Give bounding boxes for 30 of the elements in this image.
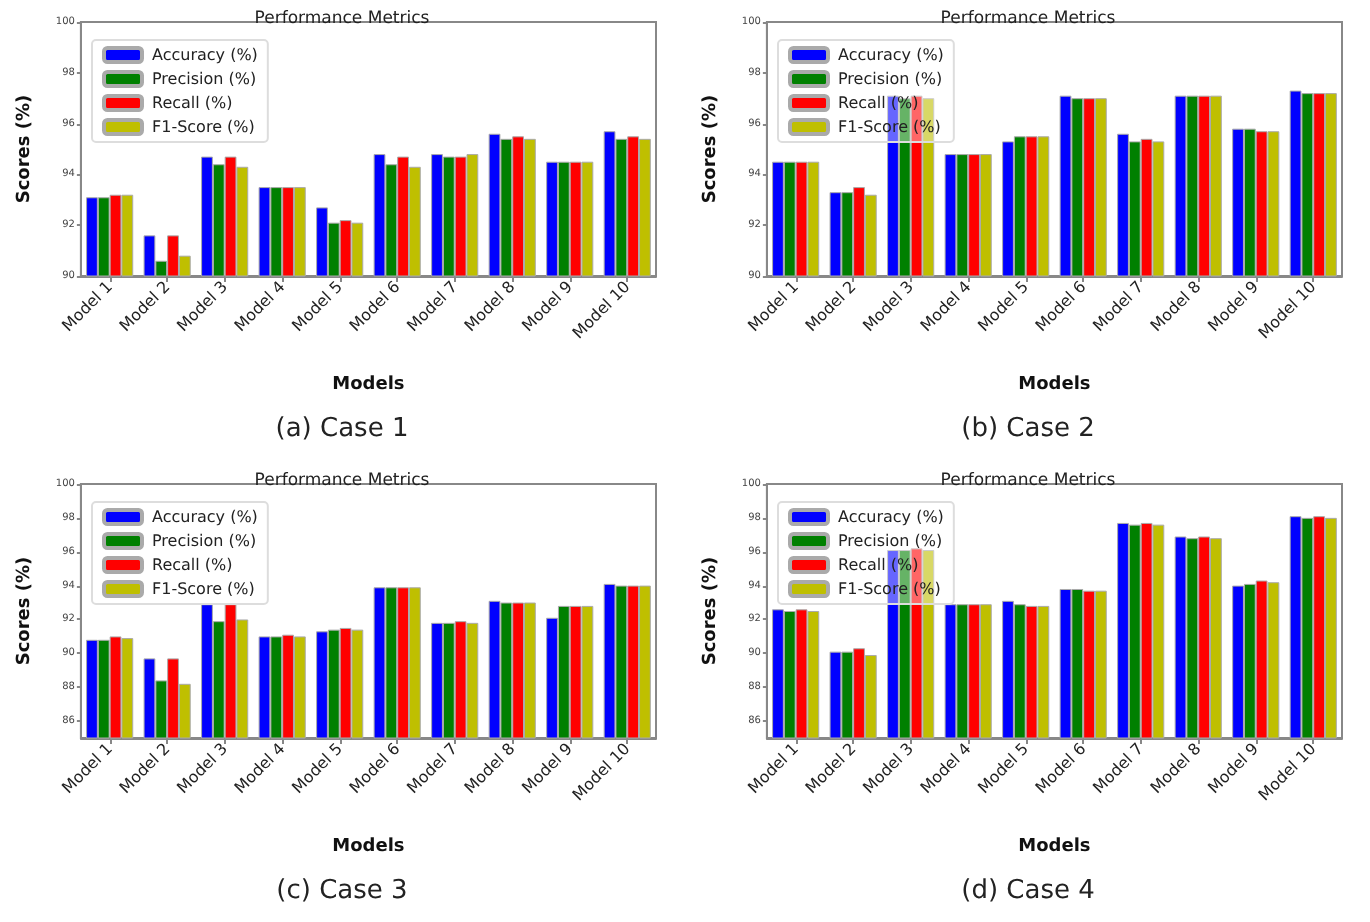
text: (d) Case 4 (961, 876, 1095, 906)
chart-title: Performance Metrics (254, 9, 431, 29)
chart-title: Performance Metrics (940, 471, 1117, 491)
legend-label: Accuracy (%) (152, 508, 258, 526)
legend-label: Precision (%) (838, 532, 943, 550)
legend-label: F1-Score (%) (152, 580, 255, 598)
legend-label: Precision (%) (838, 70, 943, 88)
y-axis-title: Scores (%) (701, 556, 721, 666)
x-axis-title: Models (332, 837, 405, 857)
x-axis-title: Models (1018, 837, 1091, 857)
chart-title: Performance Metrics (254, 471, 431, 491)
legend-label: Accuracy (%) (838, 46, 944, 64)
text: (b) Case 2 (961, 414, 1095, 444)
y-axis-title: Scores (%) (15, 556, 35, 666)
chart-title: Performance Metrics (940, 9, 1117, 29)
legend-label: Recall (%) (838, 94, 919, 112)
x-axis-title: Models (1018, 375, 1091, 395)
legend-label: F1-Score (%) (152, 118, 255, 136)
y-axis-title: Scores (%) (701, 94, 721, 204)
y-axis-title: Scores (%) (15, 94, 35, 204)
legend-label: Precision (%) (152, 70, 257, 88)
legend-label: Accuracy (%) (152, 46, 258, 64)
legend-label: Recall (%) (152, 556, 233, 574)
legend-label: Precision (%) (152, 532, 257, 550)
legend-label: Recall (%) (838, 556, 919, 574)
x-axis-title: Models (332, 375, 405, 395)
legend-label: Accuracy (%) (838, 508, 944, 526)
text: (a) Case 1 (275, 414, 409, 444)
text: (c) Case 3 (276, 876, 408, 906)
legend-label: Recall (%) (152, 94, 233, 112)
